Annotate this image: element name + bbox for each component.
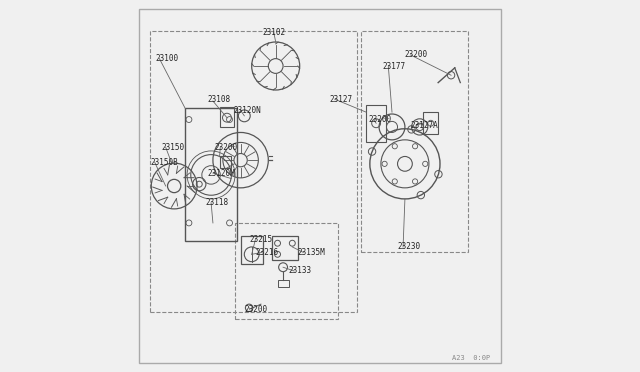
Text: 23120M: 23120M [207, 169, 235, 177]
Text: 23100: 23100 [156, 54, 179, 63]
Text: 23127A: 23127A [410, 121, 438, 129]
Text: 23200: 23200 [215, 143, 238, 152]
Text: 23150B: 23150B [150, 157, 178, 167]
Text: 23216: 23216 [255, 248, 278, 257]
Bar [366, 105, 387, 142]
Bar [272, 236, 298, 260]
Bar [220, 157, 230, 167]
Text: 23120N: 23120N [233, 106, 261, 115]
Text: 23200: 23200 [405, 51, 428, 60]
Text: 23230: 23230 [397, 243, 420, 251]
Bar [150, 31, 357, 311]
Text: 23133: 23133 [289, 266, 312, 275]
Text: 23135M: 23135M [298, 248, 326, 257]
Bar [424, 112, 438, 134]
Text: 23150: 23150 [161, 143, 184, 152]
Bar [235, 223, 339, 319]
Text: 23108: 23108 [207, 95, 230, 104]
Text: 23200: 23200 [368, 115, 391, 124]
Bar [241, 236, 263, 263]
Text: 23200: 23200 [244, 305, 268, 314]
Text: A23  0:0P: A23 0:0P [452, 355, 490, 361]
Text: 23118: 23118 [205, 198, 228, 207]
Text: 23177: 23177 [383, 61, 406, 71]
Bar [220, 107, 234, 127]
Bar [360, 31, 468, 253]
Text: 23102: 23102 [263, 28, 286, 37]
Bar [185, 109, 237, 241]
Text: 23127: 23127 [329, 95, 353, 104]
Text: 23215: 23215 [250, 235, 273, 244]
Bar [278, 280, 289, 287]
